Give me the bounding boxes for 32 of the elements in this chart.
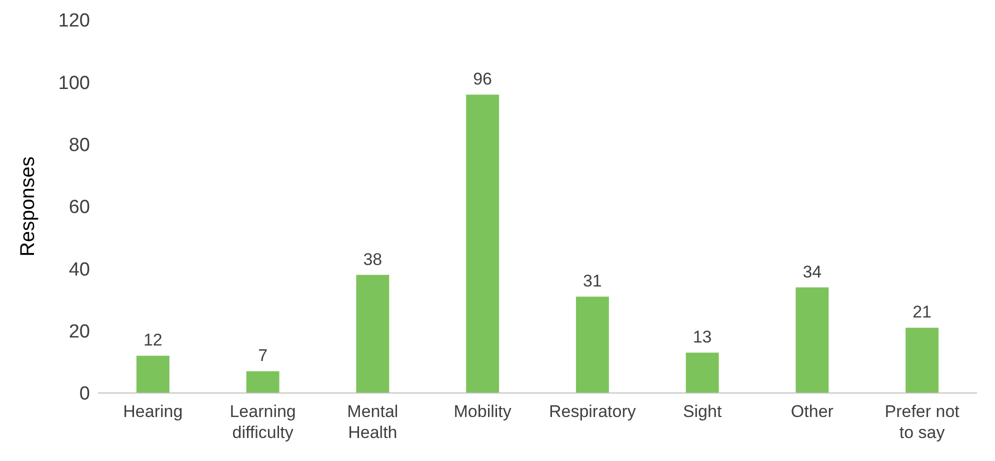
x-tick-label: Sight <box>682 402 722 421</box>
y-tick-label: 80 <box>68 135 90 156</box>
x-tick-label: Other <box>790 402 834 421</box>
data-label: 96 <box>473 70 492 89</box>
x-tick-label: Learning difficulty <box>230 402 296 442</box>
y-tick-label: 60 <box>68 197 90 218</box>
bar <box>246 371 280 393</box>
y-tick-label: 100 <box>58 72 90 94</box>
data-label: 12 <box>143 330 162 350</box>
x-tick-label: Mental Health <box>347 402 398 442</box>
y-tick-label: 0 <box>79 384 90 405</box>
bar <box>576 296 609 393</box>
x-tick-label: Mobility <box>454 402 512 421</box>
data-label: 34 <box>802 262 822 282</box>
data-label: 13 <box>692 328 712 347</box>
x-tick-label: Respiratory <box>548 402 636 421</box>
data-label: 21 <box>912 302 932 322</box>
bar <box>686 352 719 393</box>
bar <box>136 356 170 393</box>
y-axis-title: Responses <box>17 156 40 257</box>
data-label: 7 <box>258 346 268 366</box>
bar <box>466 94 500 393</box>
y-tick-label: 120 <box>58 10 90 32</box>
y-tick-label: 40 <box>68 259 90 280</box>
data-label: 31 <box>582 272 602 291</box>
y-tick-label: 20 <box>68 322 90 343</box>
bar <box>356 274 390 393</box>
bar <box>796 287 829 393</box>
data-label: 38 <box>363 250 382 269</box>
x-tick-label: Prefer not to say <box>884 402 960 442</box>
bar <box>906 328 939 393</box>
x-tick-label: Hearing <box>123 402 183 421</box>
